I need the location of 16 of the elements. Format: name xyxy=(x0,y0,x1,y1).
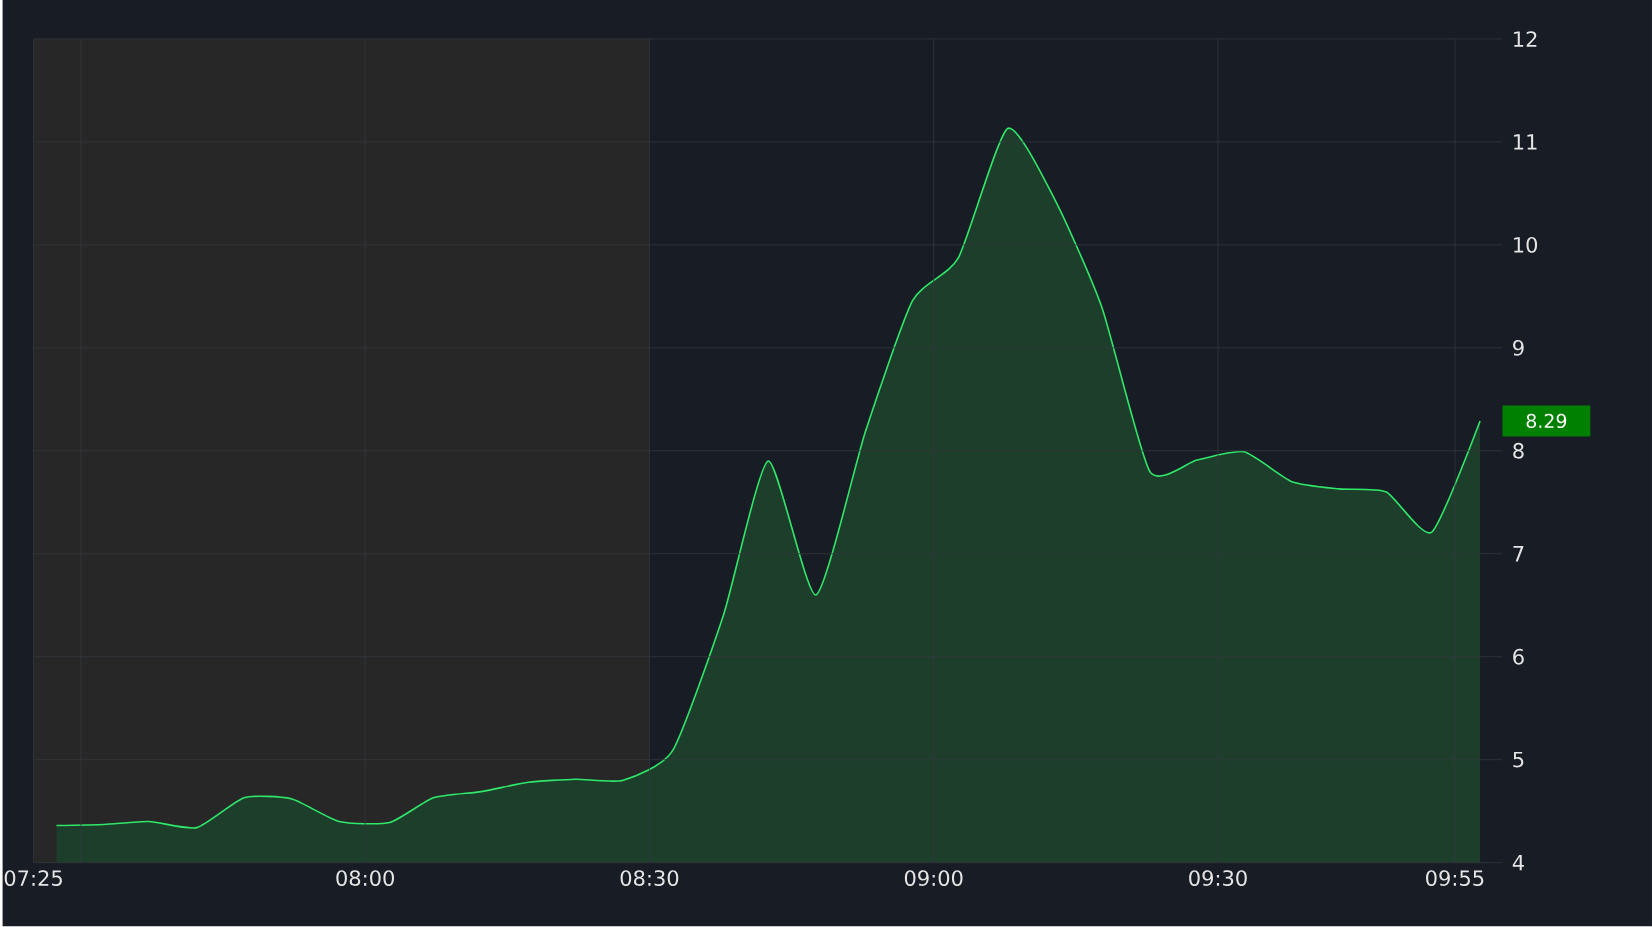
y-tick-label: 8 xyxy=(1513,443,1524,459)
x-tick-label: 09:30 xyxy=(1189,870,1247,887)
x-tick-label: 09:00 xyxy=(904,870,963,887)
x-tick-label: 07:25 xyxy=(4,870,62,887)
x-tick-label: 08:30 xyxy=(620,870,679,887)
y-tick-label: 9 xyxy=(1513,340,1524,356)
y-tick-label: 5 xyxy=(1513,752,1524,768)
y-tick-label: 4 xyxy=(1512,855,1524,871)
y-tick-label: 10 xyxy=(1514,237,1538,254)
y-tick-label: 6 xyxy=(1513,649,1524,665)
text: 8.29 xyxy=(1526,413,1567,429)
x-tick-label: 08:00 xyxy=(336,870,394,887)
x-tick-label: 09:55 xyxy=(1426,870,1484,887)
y-tick-label: 11 xyxy=(1514,134,1537,150)
y-tick-label: 12 xyxy=(1514,31,1537,47)
y-tick-label: 7 xyxy=(1513,546,1524,562)
